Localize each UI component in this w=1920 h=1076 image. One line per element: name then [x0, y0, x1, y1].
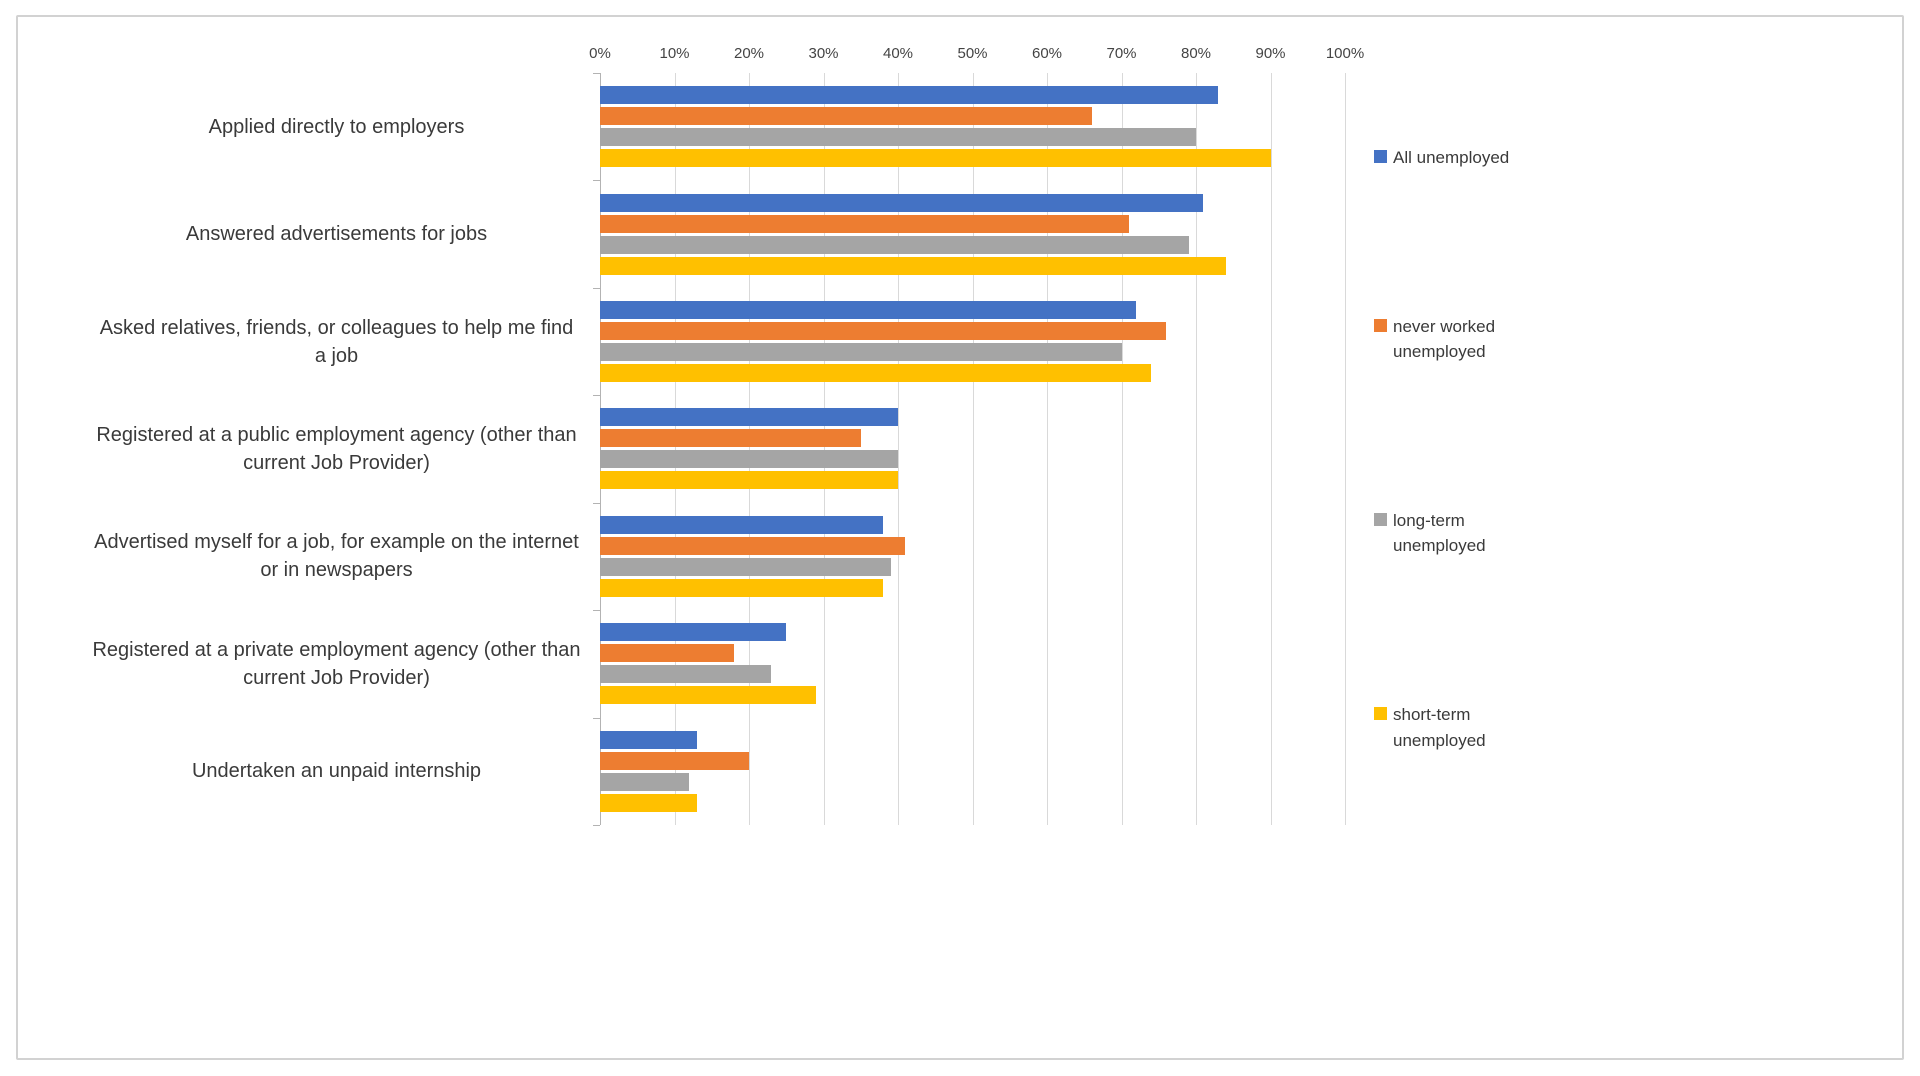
- legend-item-never-worked-unemployed: never worked unemployed: [1374, 314, 1584, 365]
- category-axis-tick: [593, 287, 600, 289]
- bar-groups: [600, 73, 1345, 825]
- bar-group-applied-directly-to-employers: [600, 73, 1345, 180]
- bar-group-registered-at-a-private-employment-agenc: [600, 610, 1345, 717]
- bar-never-worked-unemployed: [600, 322, 1167, 341]
- bar-group-undertaken-an-unpaid-internship: [600, 718, 1345, 825]
- gridline: [972, 73, 974, 825]
- gridline: [749, 73, 750, 825]
- legend-item-long-term-unemployed: long-term unemployed: [1374, 508, 1584, 559]
- bar-short-term-unemployed: [600, 686, 817, 705]
- x-axis-tick-label: 20%: [733, 45, 765, 62]
- legend-swatch-icon: [1374, 512, 1387, 526]
- x-axis-tick-label: 40%: [882, 45, 914, 62]
- gridline: [898, 73, 899, 825]
- bar-all-unemployed: [600, 623, 787, 642]
- x-axis-tick-label: 60%: [1031, 45, 1063, 62]
- category-label: Registered at a private employment agenc…: [92, 638, 581, 689]
- legend-swatch-icon: [1374, 149, 1387, 163]
- x-axis-tick-label: 90%: [1255, 45, 1286, 62]
- gridline: [1047, 73, 1048, 825]
- bar-never-worked-unemployed: [600, 107, 1092, 126]
- bar-never-worked-unemployed: [600, 429, 861, 448]
- bar-short-term-unemployed: [600, 256, 1226, 275]
- category-axis-tick: [593, 825, 600, 826]
- x-axis-tick-label: 80%: [1180, 45, 1212, 62]
- bar-all-unemployed: [600, 408, 898, 427]
- legend-label: never worked unemployed: [1393, 316, 1496, 362]
- legend-label: short-term unemployed: [1393, 705, 1486, 750]
- bar-short-term-unemployed: [600, 793, 697, 812]
- gridline: [1345, 73, 1346, 825]
- legend: All unemployed never worked unemployed lon…: [1374, 73, 1584, 825]
- legend-swatch-icon: [1374, 707, 1387, 721]
- bar-long-term-unemployed: [600, 128, 1196, 147]
- category-axis-tick: [593, 73, 600, 74]
- legend-item-all-unemployed: All unemployed: [1374, 145, 1584, 171]
- category-label: Asked relatives, friends, or colleagues …: [99, 316, 574, 367]
- category-axis-tick: [593, 395, 600, 397]
- x-axis-tick-label: 0%: [589, 45, 611, 62]
- bar-short-term-unemployed: [600, 578, 884, 597]
- bar-group-advertised-myself-for-a-job-for-example-: [600, 503, 1345, 610]
- bar-long-term-unemployed: [600, 557, 891, 576]
- x-axis-tick-label: 50%: [957, 45, 988, 62]
- bar-short-term-unemployed: [600, 471, 898, 490]
- bar-all-unemployed: [600, 86, 1219, 105]
- legend-label: long-term unemployed: [1393, 510, 1486, 556]
- bar-all-unemployed: [600, 301, 1137, 320]
- x-axis: 0% 10% 20% 30% 40% 50% 60% 70% 80% 90% 100%: [589, 43, 1364, 65]
- plot-area: [593, 73, 1346, 826]
- bar-long-term-unemployed: [600, 450, 898, 469]
- category-axis-tick: [593, 717, 600, 719]
- bar-never-worked-unemployed: [600, 751, 749, 770]
- gridline: [1270, 73, 1272, 825]
- bar-never-worked-unemployed: [600, 214, 1129, 233]
- bar-long-term-unemployed: [600, 235, 1189, 254]
- legend-swatch-icon: [1374, 318, 1387, 332]
- chart-figure: 0% 10% 20% 30% 40% 50% 60% 70% 80% 90% 100% Applie…: [16, 15, 1904, 1060]
- bar-group-registered-at-a-public-employment-agency: [600, 395, 1345, 502]
- gridline: [823, 73, 825, 825]
- gridline: [1121, 73, 1123, 825]
- category-label: Registered at a public employment agency…: [96, 423, 577, 474]
- category-label: Answered advertisements for jobs: [185, 223, 488, 246]
- x-axis-tick-label: 100%: [1325, 45, 1365, 62]
- bar-long-term-unemployed: [600, 772, 690, 791]
- legend-label: All unemployed: [1393, 147, 1510, 167]
- gridline: [674, 73, 676, 825]
- category-axis-tick: [593, 610, 600, 612]
- category-label: Advertised myself for a job, for example…: [94, 531, 579, 582]
- category-axis-tick: [593, 502, 600, 504]
- bar-short-term-unemployed: [600, 149, 1271, 168]
- bar-all-unemployed: [600, 193, 1204, 212]
- bar-group-answered-advertisements-for-jobs: [600, 180, 1345, 287]
- legend-item-short-term-unemployed: short-term unemployed: [1374, 702, 1584, 753]
- x-axis-tick-label: 10%: [659, 45, 690, 62]
- bar-short-term-unemployed: [600, 364, 1152, 383]
- bar-long-term-unemployed: [600, 343, 1122, 362]
- category-axis-labels: Applied directly to employers Answered ad…: [84, 73, 589, 825]
- bar-never-worked-unemployed: [600, 644, 735, 663]
- bar-long-term-unemployed: [600, 665, 772, 684]
- category-axis-tick: [593, 180, 600, 182]
- bar-all-unemployed: [600, 730, 697, 749]
- category-label: Undertaken an unpaid internship: [191, 760, 482, 783]
- x-axis-tick-label: 30%: [808, 45, 839, 62]
- x-axis-tick-label: 70%: [1106, 45, 1137, 62]
- category-label: Applied directly to employers: [208, 115, 465, 138]
- bar-all-unemployed: [600, 515, 884, 534]
- bar-never-worked-unemployed: [600, 536, 906, 555]
- bar-group-asked-relatives-friends-or-colleagues-to: [600, 288, 1345, 395]
- gridline: [1196, 73, 1197, 825]
- value-axis-line: [600, 73, 601, 825]
